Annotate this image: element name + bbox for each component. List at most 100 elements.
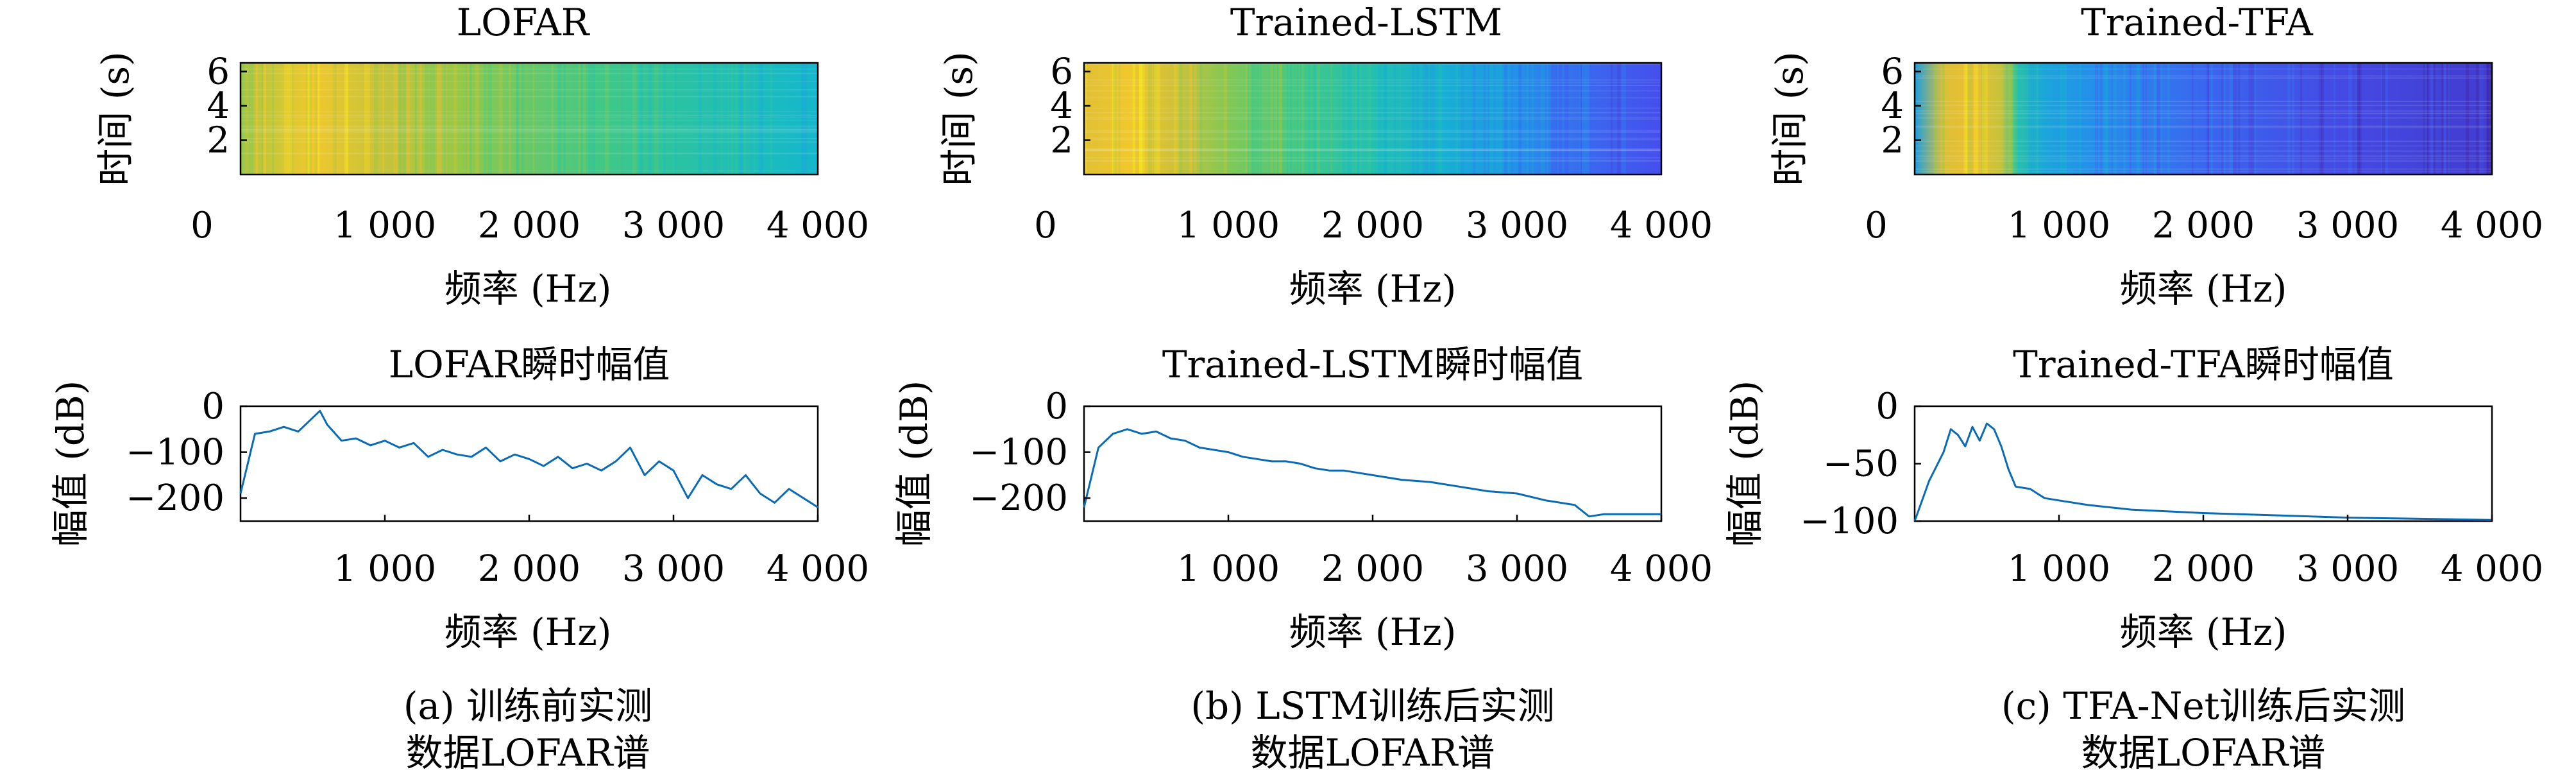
y-axis-label: 幅值 (dB) — [892, 381, 936, 547]
spectral-line — [1179, 63, 1183, 175]
spectral-line — [2010, 63, 2013, 175]
spectral-line — [2248, 63, 2252, 175]
spectral-line — [2321, 63, 2325, 175]
line-panel-1: 0 −100−200 1 000 2 000 3 000 4 000 LOFAR瞬时幅值频率… — [49, 343, 869, 654]
time-striation — [1915, 105, 2492, 107]
x-tick-label: 1 000 — [2008, 548, 2110, 590]
spectral-line — [2013, 63, 2017, 175]
spectral-line — [2112, 63, 2114, 175]
spectral-line — [2011, 63, 2014, 175]
time-striation — [1915, 141, 2492, 142]
spectral-line — [1554, 63, 1557, 175]
spectral-line — [2423, 63, 2427, 175]
heatmap-fill — [241, 63, 818, 175]
spectral-line — [1967, 63, 1972, 175]
heatmap-fill — [1084, 63, 1661, 175]
spectral-line — [264, 63, 266, 175]
spectral-line — [1330, 63, 1333, 175]
spectral-line — [1275, 63, 1277, 175]
spectral-line — [1140, 63, 1145, 175]
spectral-line — [364, 63, 366, 175]
spectral-line — [437, 63, 441, 175]
spectral-line — [1298, 63, 1301, 175]
axes-frame — [1913, 62, 2493, 176]
time-striation — [241, 137, 818, 139]
series-line — [239, 409, 818, 508]
spectral-line — [1247, 63, 1249, 175]
spectral-line — [1425, 63, 1429, 175]
spectral-line — [465, 63, 468, 175]
spectral-line — [2112, 63, 2117, 175]
spectral-line — [2380, 63, 2385, 175]
spectral-line — [1432, 63, 1436, 175]
spectral-line — [2099, 63, 2103, 175]
spectral-line — [1564, 63, 1569, 175]
spectral-line — [1483, 63, 1486, 175]
x-tick-label: 1 000 — [334, 205, 436, 246]
spectral-line — [1965, 63, 1968, 175]
spectral-line — [2160, 63, 2163, 175]
spectral-line — [1551, 63, 1554, 175]
time-striation — [1084, 90, 1661, 92]
spectral-line — [2382, 63, 2385, 175]
spectral-line — [521, 63, 524, 175]
axes-frame — [1083, 62, 1663, 176]
spectral-line — [1459, 63, 1462, 175]
spectral-line — [1394, 63, 1396, 175]
spectral-line — [1529, 63, 1532, 175]
heatmap-fill — [1915, 63, 2492, 175]
x-tick-label: 2 000 — [2152, 548, 2255, 590]
spectral-line — [414, 63, 416, 175]
x-axis-label: 频率 (Hz) — [445, 267, 612, 311]
spectral-line — [255, 63, 258, 175]
spectral-line — [1260, 63, 1262, 175]
spectral-line — [638, 63, 643, 175]
spectral-line — [591, 63, 596, 175]
spectral-line — [754, 63, 756, 175]
chart-title: Trained-TFA瞬时幅值 — [2013, 343, 2394, 386]
time-striation — [241, 89, 818, 90]
time-striation — [1915, 112, 2492, 114]
spectral-line — [1287, 63, 1289, 175]
spectral-line — [425, 63, 429, 175]
time-striation — [241, 96, 818, 98]
time-striation — [1915, 145, 2492, 147]
time-striation — [241, 130, 818, 132]
time-striation — [1915, 126, 2492, 128]
caption-line-1: (b) LSTM训练后实测 — [1191, 684, 1554, 728]
spectral-line — [393, 63, 398, 175]
spectral-line — [2015, 63, 2019, 175]
y-axis-label: 时间 (s) — [937, 51, 981, 185]
spectral-line — [2424, 63, 2428, 175]
spectral-line — [1578, 63, 1582, 175]
spectral-line — [1156, 63, 1160, 175]
spectral-line — [272, 63, 275, 175]
caption-line-2: 数据LOFAR谱 — [406, 731, 650, 775]
y-tick-label: 2 — [1050, 119, 1073, 161]
time-striation — [1084, 157, 1661, 159]
spectral-line — [2207, 63, 2210, 175]
time-striation — [241, 110, 818, 112]
y-tick-label: 4 — [1050, 85, 1073, 127]
spectral-line — [1148, 63, 1152, 175]
time-striation — [1084, 148, 1661, 150]
spectral-line — [1112, 63, 1115, 175]
x-tick-label: 2 000 — [1321, 205, 1424, 246]
spectral-line — [2103, 63, 2108, 175]
time-striation — [1915, 160, 2492, 162]
time-striation — [1084, 117, 1661, 119]
spectral-line — [241, 63, 245, 175]
time-striation — [1084, 160, 1661, 162]
spectral-line — [727, 63, 729, 175]
x-tick-label: 3 000 — [2296, 548, 2399, 590]
spectral-line — [804, 63, 809, 175]
spectral-line — [2191, 63, 2194, 175]
spectral-line — [1355, 63, 1357, 175]
spectral-line — [1974, 63, 1978, 175]
time-striation — [1084, 150, 1661, 151]
time-striation — [1915, 171, 2492, 173]
series-line — [1913, 422, 2493, 522]
spectral-line — [1223, 63, 1227, 175]
spectral-line — [453, 63, 457, 175]
spectral-line — [248, 63, 251, 175]
